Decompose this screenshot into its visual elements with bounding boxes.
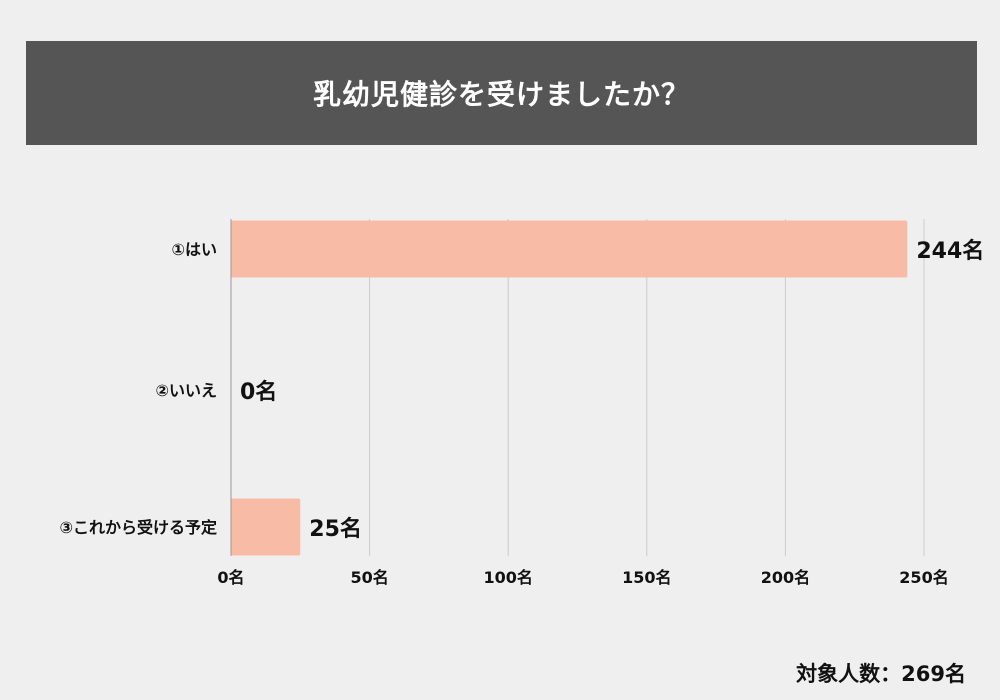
category-label: ①はい xyxy=(171,240,217,259)
title-banner: 乳幼児健診を受けましたか？ xyxy=(26,41,977,145)
data-label: 0名 xyxy=(240,379,277,405)
category-label: ③これから受ける予定 xyxy=(59,518,217,537)
sample-size-note: 対象人数：269名 xyxy=(796,662,966,686)
x-tick-label: 250名 xyxy=(899,568,948,587)
x-tick-label: 50名 xyxy=(350,568,388,587)
x-tick-label: 100名 xyxy=(483,568,532,587)
x-tick-label: 150名 xyxy=(622,568,671,587)
bar xyxy=(231,220,908,278)
bar xyxy=(231,498,301,556)
chart-title: 乳幼児健診を受けましたか？ xyxy=(312,78,690,111)
category-label: ②いいえ xyxy=(155,381,217,400)
x-tick-label: 0名 xyxy=(217,568,244,587)
x-tick-label: 200名 xyxy=(761,568,810,587)
data-label: 25名 xyxy=(309,516,362,542)
data-label: 244名 xyxy=(916,238,984,264)
